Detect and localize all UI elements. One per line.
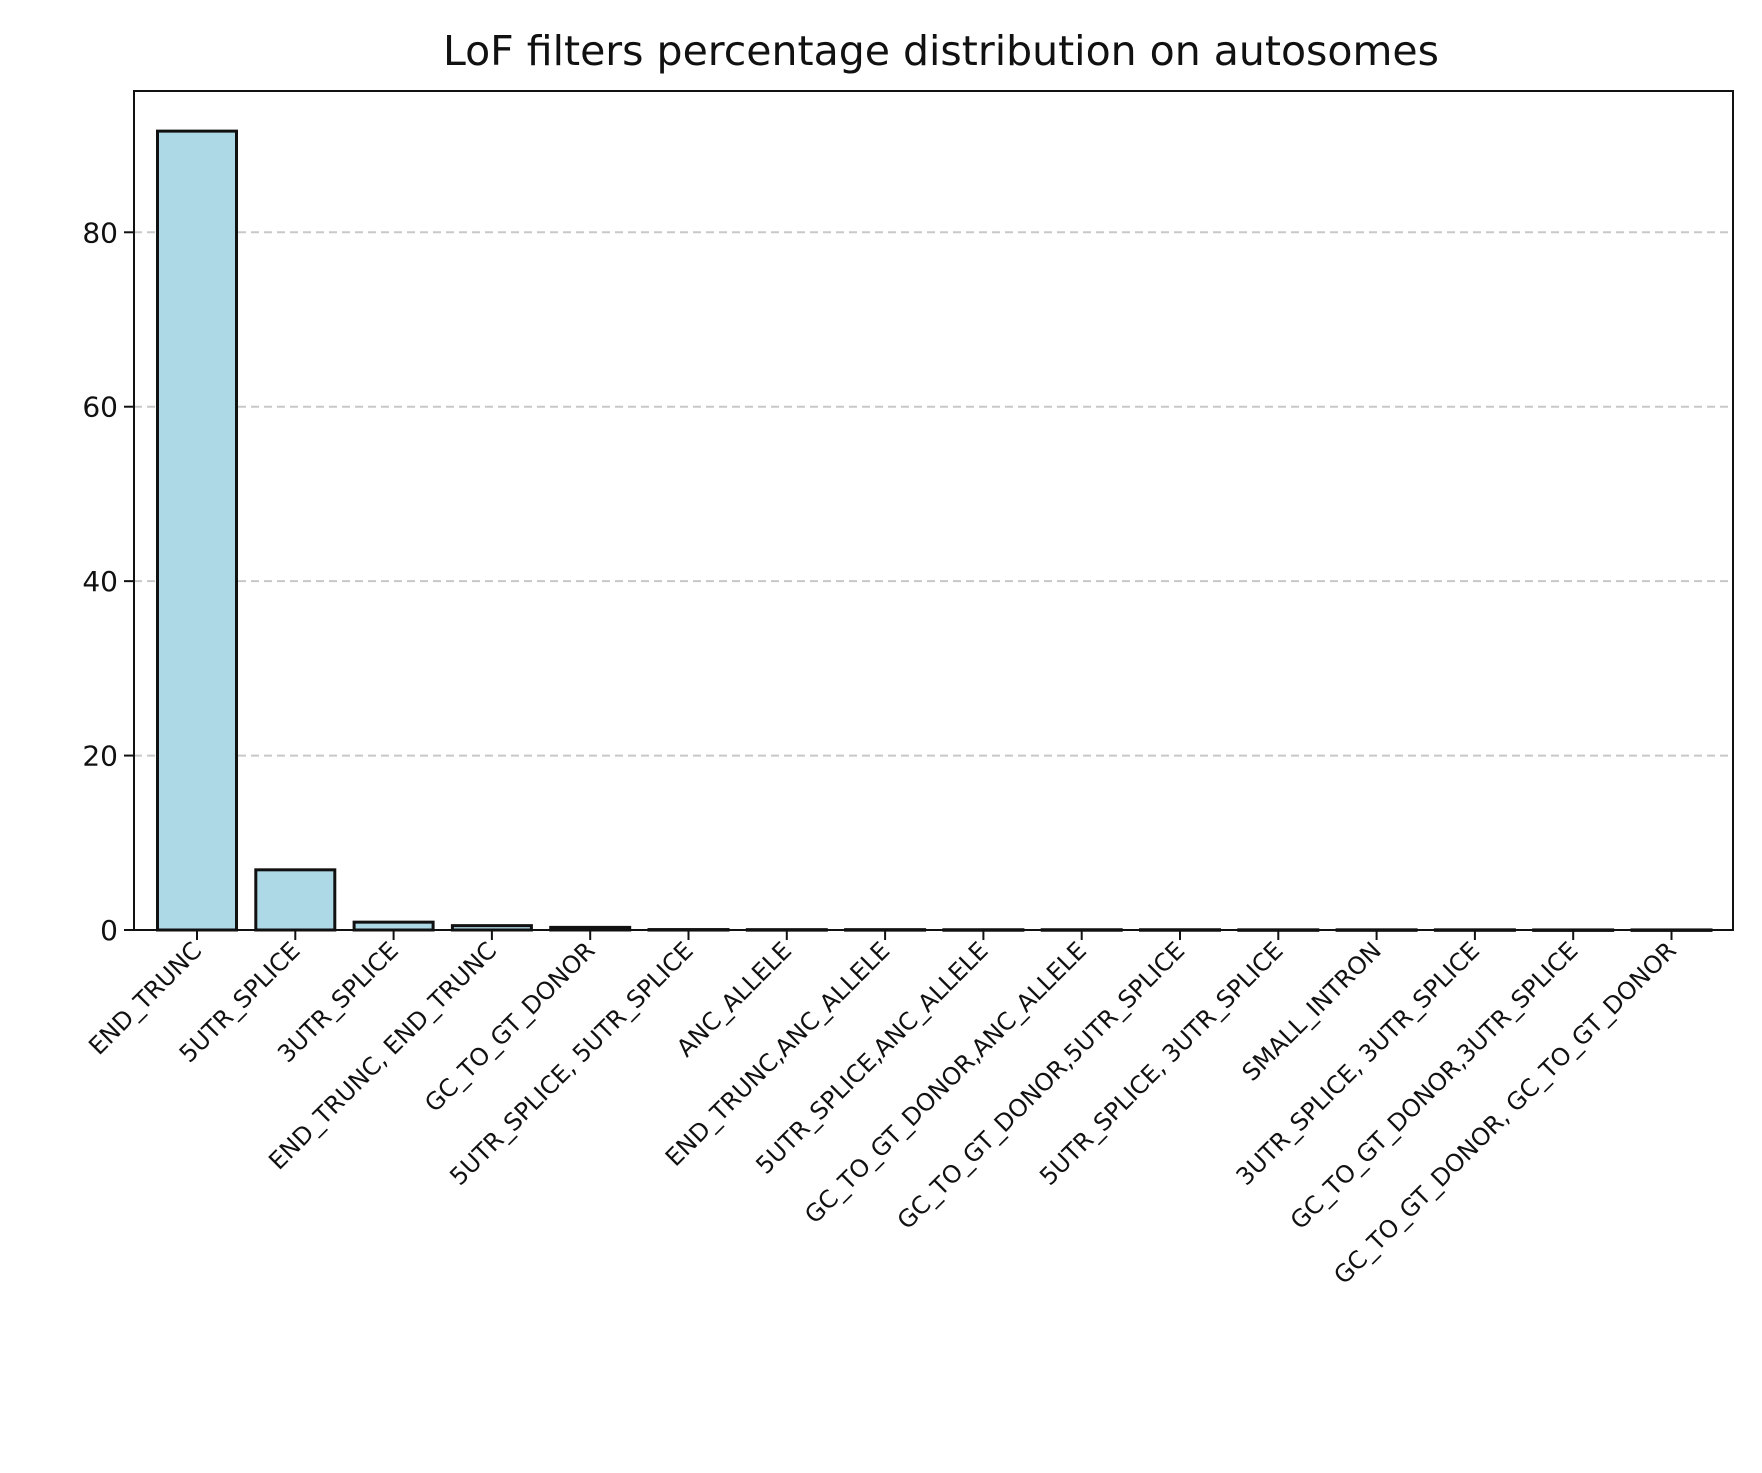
bars-layer bbox=[156, 129, 1713, 932]
x-axis: END_TRUNC5UTR_SPLICE3UTR_SPLICEEND_TRUNC… bbox=[83, 930, 1682, 1290]
y-tick-label: 40 bbox=[82, 565, 118, 598]
y-tick-label: 0 bbox=[100, 914, 118, 947]
bar bbox=[156, 129, 238, 932]
y-axis: 0 20 40 60 80 bbox=[82, 216, 134, 947]
x-tick-label: GC_TO_GT_DONOR, GC_TO_GT_DONOR bbox=[1328, 936, 1681, 1289]
y-tick-label: 60 bbox=[82, 391, 118, 424]
chart-title: LoF filters percentage distribution on a… bbox=[443, 27, 1439, 75]
y-tick-label: 80 bbox=[82, 216, 118, 249]
x-tick-label: GC_TO_GT_DONOR bbox=[419, 936, 600, 1117]
y-tick-label: 20 bbox=[82, 740, 118, 773]
bar bbox=[254, 868, 337, 932]
plot-frame bbox=[133, 90, 1734, 931]
grid-layer bbox=[134, 231, 1733, 757]
bar bbox=[352, 920, 435, 932]
